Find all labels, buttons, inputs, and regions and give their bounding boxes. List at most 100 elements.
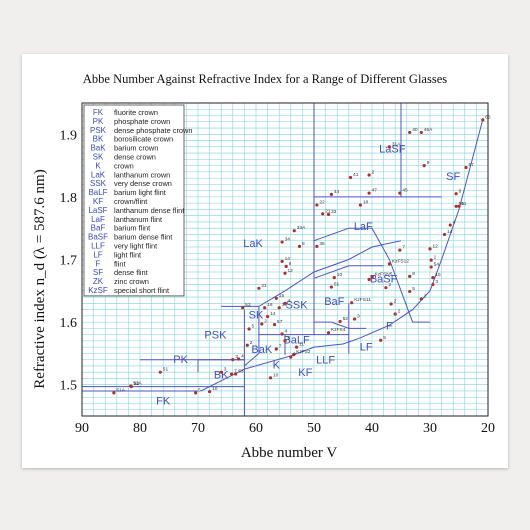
legend-abbr: KzSF [88,286,108,295]
glass-point-label: 22 [319,200,325,206]
legend-desc: lanthanum flint [114,215,162,224]
glass-point-label: 2 [394,298,397,304]
glass-point [158,370,162,374]
glass-point-label: 14 [270,311,276,317]
glass-point [367,277,371,282]
glass-point-label: 15 [435,272,441,278]
glass-point [326,331,331,335]
glass-point [448,223,452,227]
glass-point [419,297,423,301]
glass-point-label: 11 [462,201,467,207]
glass-point [431,282,435,287]
legend-abbr: PK [93,117,104,126]
glass-point [315,244,319,248]
glass-point [272,323,277,327]
glass-point-label: 2 [424,293,427,299]
glass-point [266,314,270,319]
region-label: BaF [324,296,344,308]
glass-point [422,164,426,168]
legend-abbr: BaK [90,144,106,153]
glass-point-label: 51 [334,282,340,288]
glass-point [315,203,319,207]
glass-point-label: 10 [337,272,343,278]
abbe-chart: Abbe Number Against Refractive Index for… [32,72,495,461]
legend-desc: phosphate crown [114,117,170,126]
glass-point [295,345,299,349]
glass-point-label: 52 [343,316,349,322]
glass-point-label: 66 [485,114,491,120]
chart-title: Abbe Number Against Refractive Index for… [83,72,447,86]
glass-point-label: 51 [163,367,169,373]
glass-point [408,274,412,279]
x-tick-label: 40 [365,421,379,436]
glass-point-label: 9 [293,352,296,358]
legend-abbr: LLF [91,242,105,251]
glass-point-label: 46A [424,127,433,133]
y-tick-label: 1.9 [60,128,78,143]
glass-point [429,265,433,269]
glass-point [289,355,293,359]
x-tick-label: 60 [249,421,263,436]
glass-point [231,358,235,362]
legend-abbr: SSK [90,179,107,188]
legend-abbr: BK [93,135,104,144]
x-tick-label: 80 [133,421,147,436]
region-boundary [388,259,430,323]
glass-point [457,204,461,208]
glass-point [245,343,249,347]
glass-point-label: 4 [285,328,288,334]
glass-point-label: 12 [433,243,439,249]
plot-frame [81,102,489,417]
region-boundary [313,227,349,242]
legend-desc: very light flint [114,242,157,251]
glass-point-label: 2 [388,282,391,288]
glass-point [283,271,287,275]
region-label: F [386,321,393,333]
legend-desc: lanthanum crown [114,170,170,179]
glass-point [408,130,412,135]
region-label: LaF [354,221,373,233]
glass-point [260,322,264,326]
glass-point-label: 9 [289,261,292,267]
glass-point-label: 16 [267,302,273,308]
glass-point-label: 2 [250,340,253,346]
glass-point-label: 4 [453,220,456,226]
glass-point [234,372,238,376]
legend-abbr: ZK [93,277,104,286]
glass-point-label: 10 [212,386,218,392]
region-boundary [244,306,260,367]
glass-point [292,229,296,233]
region-label: PSK [204,329,227,341]
glass-point-label: 15 [279,293,285,299]
glass-point [398,248,402,252]
glass-point [257,286,261,290]
glass-point [263,306,267,310]
legend-abbr: PSK [90,126,107,135]
glass-point-label: 3 [435,279,438,285]
legend-desc: dense phosphate crown [114,126,192,135]
glass-point [398,191,402,195]
glass-point [454,204,458,208]
legend-abbr: LaF [91,215,105,224]
legend-desc: dense crown [114,153,156,162]
legend-desc: crown/flint [114,197,147,206]
glass-point-label: 54 [434,262,440,268]
glass-point [283,301,287,305]
glass-point [280,240,284,244]
glass-point [326,212,331,217]
glass-point-label: 21 [261,283,267,289]
glass-point-label: 4 [288,298,291,304]
glass-point-label: 14 [285,256,291,262]
glass-point-label: 7 [234,369,237,375]
glass-point-label: KzFSN5 [375,272,393,278]
glass-point-label: 57 [277,319,283,325]
region-label: K [273,359,281,371]
glass-point [283,339,287,343]
glass-point [284,264,288,268]
legend-abbr: SK [93,153,104,162]
glass-point [274,296,278,300]
glass-point-label: 4 [241,354,244,360]
legend-desc: fluorite crown [114,108,158,117]
glass-point [277,306,281,310]
legend-desc: borosilicate crown [114,135,173,144]
